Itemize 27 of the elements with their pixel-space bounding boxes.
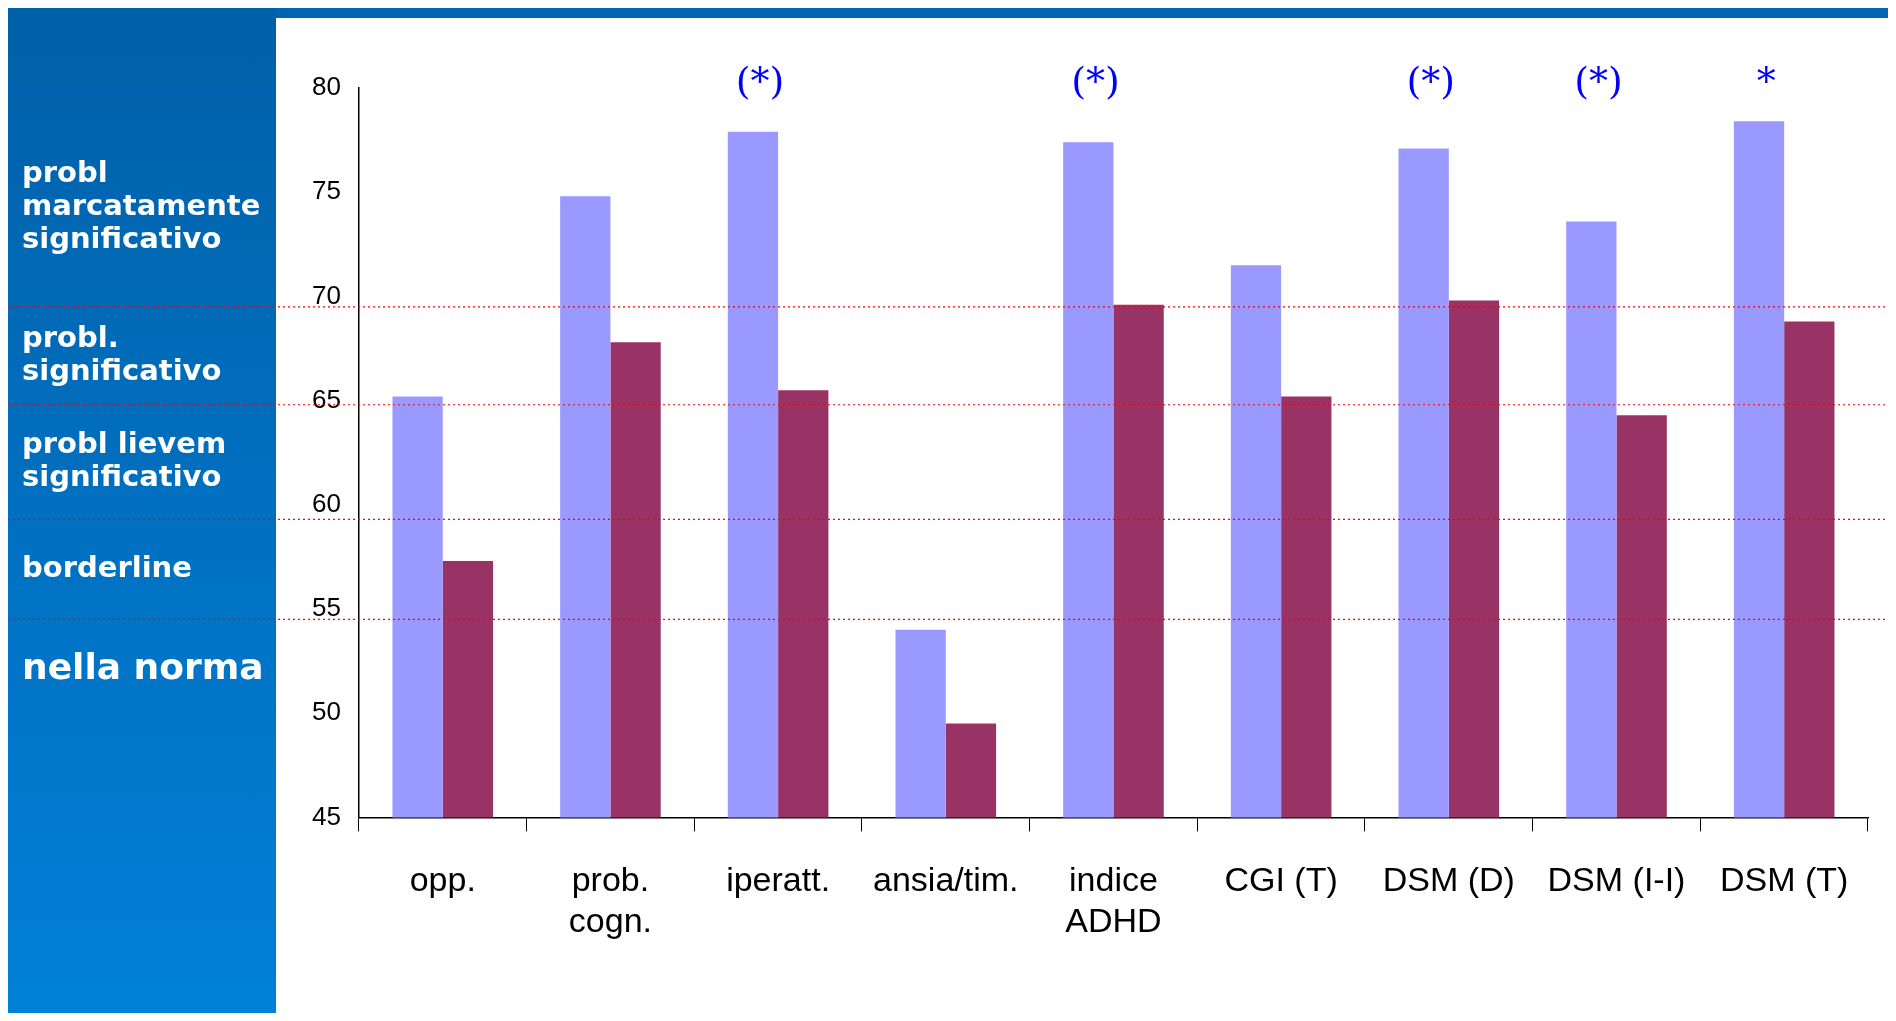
annotation: (*) [1574, 58, 1623, 103]
y-tick-label: 75 [312, 175, 341, 206]
x-tick-label: opp. [409, 860, 476, 899]
y-tick-label: 65 [312, 383, 341, 414]
annotation: (*) [735, 58, 785, 103]
annotation: (*) [1071, 58, 1120, 103]
x-tick-label: DSM (D) [1382, 860, 1515, 899]
y-tick-label: 45 [312, 800, 341, 831]
y-tick-label: 60 [312, 487, 341, 518]
text: borderline [22, 549, 192, 584]
x-tick-label: indice ADHD [1065, 860, 1162, 939]
y-tick-label: 55 [312, 592, 341, 623]
y-tick-label: 70 [312, 279, 341, 310]
text: probl. significativo [22, 319, 222, 387]
x-tick-label: prob. cogn. [568, 860, 653, 939]
y-tick-label: 80 [312, 71, 341, 102]
annotation: * [1756, 58, 1776, 103]
x-tick-label: iperatt. [726, 860, 831, 899]
x-tick-label: ansia/tim. [873, 860, 1019, 899]
y-tick-label: 50 [312, 696, 341, 727]
text: probl marcatamente significativo [22, 154, 261, 256]
text: probl lievem significativo [22, 425, 227, 494]
x-tick-label: CGI (T) [1224, 860, 1338, 899]
x-tick-label: DSM (T) [1719, 860, 1849, 899]
x-tick-label: DSM (I-I) [1547, 860, 1686, 899]
annotation: (*) [1406, 58, 1456, 103]
text: nella norma [22, 645, 264, 687]
